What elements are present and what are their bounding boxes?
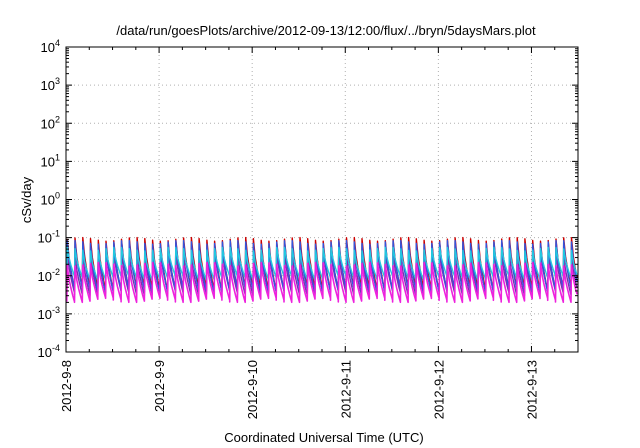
y-tick-label: 100 xyxy=(41,191,60,208)
grid xyxy=(66,47,578,352)
y-axis-label: cSv/day xyxy=(19,176,34,223)
series-line xyxy=(66,246,578,282)
x-tick-label: 2012-9-8 xyxy=(59,360,74,412)
x-tick-label: 2012-9-12 xyxy=(431,360,446,419)
y-tick-labels: 10-4 10-3 10-2 10-1 100 101 102 103 104 xyxy=(38,38,60,360)
y-tick-label: 102 xyxy=(41,114,60,131)
chart-title: /data/run/goesPlots/archive/2012-09-13/1… xyxy=(116,23,536,38)
series-line xyxy=(66,240,578,294)
y-tick-label: 103 xyxy=(41,76,60,93)
x-tick-label: 2012-9-9 xyxy=(152,360,167,412)
y-tick-label: 10-4 xyxy=(38,343,60,360)
y-tick-label: 104 xyxy=(41,38,60,55)
x-tick-label: 2012-9-11 xyxy=(338,360,353,418)
y-tick-label: 101 xyxy=(41,152,60,169)
x-axis-label: Coordinated Universal Time (UTC) xyxy=(224,430,423,445)
ticks xyxy=(65,46,578,353)
y-tick-label: 10-3 xyxy=(38,305,60,322)
y-tick-label: 10-2 xyxy=(38,267,60,284)
series-line xyxy=(66,261,578,304)
series-group xyxy=(66,236,578,304)
y-tick-label: 10-1 xyxy=(38,229,60,246)
x-tick-labels: 2012-9-8 2012-9-9 2012-9-10 2012-9-11 2012-9… xyxy=(59,360,539,419)
x-tick-label: 2012-9-13 xyxy=(524,360,539,419)
x-tick-label: 2012-9-10 xyxy=(245,360,260,419)
